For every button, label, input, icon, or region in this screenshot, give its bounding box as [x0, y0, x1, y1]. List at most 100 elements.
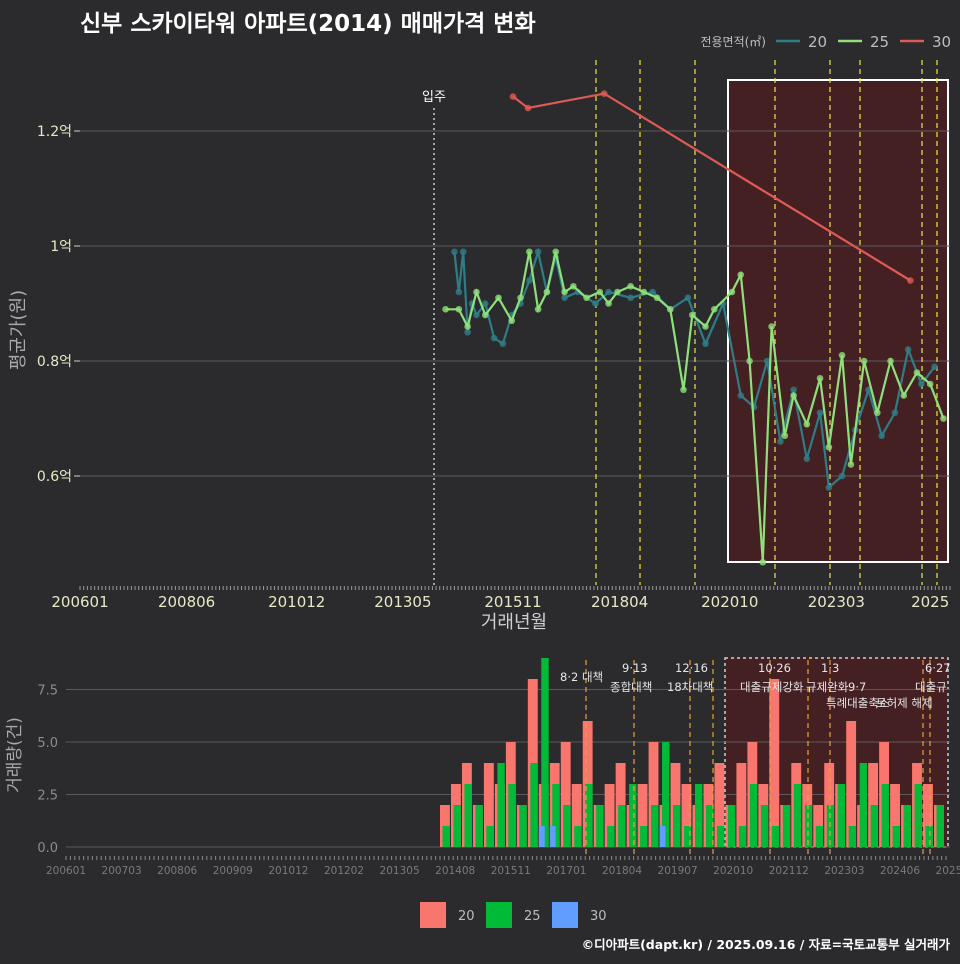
- bar-25: [618, 805, 626, 847]
- legend-label-20: 20: [808, 33, 827, 51]
- source-footer: ©디아파트(dapt.kr) / 2025.09.16 / 자료=국토교통부 실…: [581, 937, 950, 952]
- bar-20: [769, 679, 780, 847]
- data-point-20: [737, 392, 745, 399]
- bar-25: [607, 826, 615, 847]
- x-axis-title: 거래년월: [481, 612, 547, 633]
- data-point-20: [649, 288, 656, 296]
- data-point-25: [790, 392, 797, 399]
- bar-25: [563, 805, 571, 847]
- data-point-20: [891, 409, 899, 417]
- data-point-25: [702, 323, 709, 330]
- bar-x-tick-label: 201907: [658, 865, 698, 877]
- data-point-25: [561, 288, 568, 296]
- chart-title: 신부 스카이타워 아파트(2014) 매매가격 변화: [80, 11, 536, 37]
- policy-annotation: 10·26: [758, 661, 791, 675]
- data-point-20: [561, 294, 568, 302]
- data-point-25: [543, 288, 551, 296]
- bar-25: [727, 805, 736, 847]
- data-point-20: [451, 248, 458, 256]
- bar-legend-swatch-30: [552, 902, 578, 928]
- legend-title: 전용면적(㎡): [700, 35, 766, 49]
- policy-annotation: 대출규: [915, 680, 947, 694]
- data-point-20: [803, 455, 811, 463]
- bar-25: [925, 826, 933, 847]
- data-point-25: [583, 294, 590, 302]
- data-point-20: [526, 277, 533, 284]
- bar-25: [683, 826, 692, 847]
- bar-x-tick-label: 201511: [491, 865, 531, 877]
- data-point-25: [759, 558, 767, 566]
- bar-20: [560, 742, 571, 847]
- y-tick-label: 1.2억: [37, 124, 72, 140]
- data-point-20: [534, 248, 542, 256]
- data-point-25: [442, 305, 449, 313]
- data-point-25: [680, 386, 687, 394]
- bar-25: [881, 784, 890, 847]
- bar-x-tick-label: 200703: [102, 865, 142, 877]
- data-point-20: [455, 288, 463, 296]
- policy-annotation: 토허제 해제: [876, 696, 933, 710]
- data-point-20: [499, 340, 507, 348]
- x-tick-label: 201511: [484, 593, 541, 611]
- data-point-25: [768, 323, 775, 330]
- y-axis-title: 평균가(원): [8, 290, 29, 370]
- bar-x-tick-label: 201408: [435, 865, 475, 877]
- y-tick-label: 0.6억: [37, 469, 72, 485]
- data-point-25: [737, 271, 745, 279]
- bar-25: [903, 805, 911, 847]
- data-point-20: [473, 311, 480, 319]
- bar-x-tick-label: 200806: [157, 865, 197, 877]
- y-tick-label: 0.8억: [37, 354, 72, 370]
- bar-y-axis-title: 거래량(건): [5, 717, 25, 793]
- bar-x-tick-label: 202509: [936, 865, 960, 877]
- bar-y-tick-label: 0.0: [37, 841, 58, 856]
- data-point-20: [481, 300, 489, 307]
- bar-x-tick-label: 200601: [46, 865, 86, 877]
- policy-annotation: 8·2 대책: [560, 670, 603, 684]
- legend-label-25: 25: [870, 33, 889, 51]
- bar-25: [936, 805, 944, 847]
- data-point-25: [508, 317, 515, 325]
- bar-y-tick-label: 5.0: [37, 736, 58, 751]
- series-line-30: [512, 92, 911, 282]
- bar-25: [640, 826, 648, 847]
- data-point-30: [509, 93, 517, 100]
- data-point-20: [459, 248, 467, 256]
- bar-25: [859, 763, 868, 847]
- policy-annotation: 특례대출축소: [826, 696, 889, 710]
- data-point-25: [900, 392, 908, 399]
- bar-20: [637, 784, 648, 847]
- bar-25: [596, 805, 604, 847]
- data-point-25: [627, 282, 634, 290]
- bar-legend-label-30: 30: [590, 909, 607, 924]
- policy-annotation: 6·27: [925, 661, 951, 675]
- policy-annotation: 12·16: [675, 661, 708, 675]
- data-point-25: [825, 443, 833, 451]
- data-point-25: [464, 323, 471, 330]
- bar-25: [815, 826, 824, 847]
- bar-x-tick-label: 202406: [880, 865, 920, 877]
- bar-25: [574, 826, 582, 847]
- data-point-20: [777, 438, 784, 445]
- bar-x-tick-label: 202010: [713, 865, 753, 877]
- data-point-20: [904, 346, 912, 353]
- bar-25: [662, 742, 670, 847]
- bar-25: [793, 784, 802, 847]
- bar-legend-swatch-20: [420, 902, 446, 928]
- data-point-25: [838, 351, 846, 359]
- bar-x-tick-label: 202303: [824, 865, 864, 877]
- bar-25: [760, 805, 769, 847]
- move-in-annotation: 입주: [422, 90, 446, 105]
- bar-25: [771, 826, 780, 847]
- bar-25: [749, 784, 758, 847]
- bar-x-tick-label: 202112: [769, 865, 809, 877]
- data-point-25: [596, 288, 604, 296]
- data-point-25: [887, 357, 894, 365]
- bar-20: [483, 763, 494, 847]
- data-point-25: [605, 300, 612, 307]
- data-point-25: [711, 305, 718, 313]
- bar-20: [571, 784, 582, 847]
- x-tick-label: 2025: [911, 593, 949, 611]
- policy-annotation: 대출규제강화: [740, 680, 804, 694]
